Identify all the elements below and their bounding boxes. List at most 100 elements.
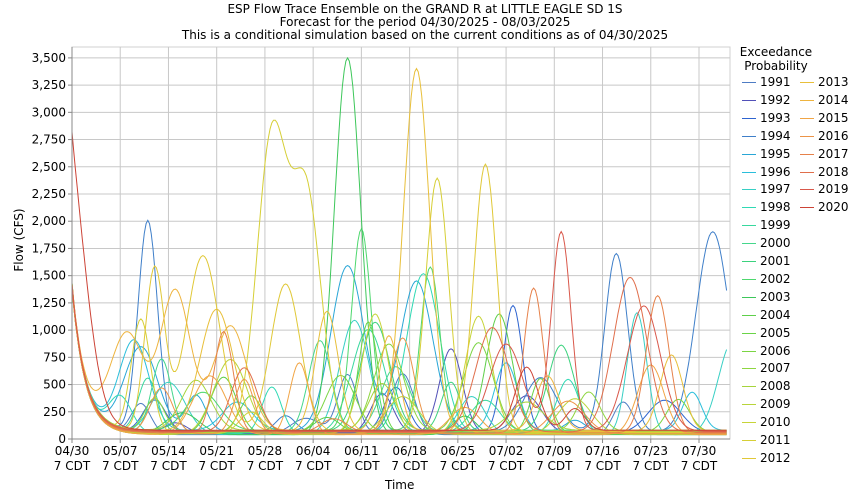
chart-subtitle: Forecast for the period 04/30/2025 - 08/… xyxy=(279,15,571,29)
legend-item: 2009 xyxy=(742,397,791,411)
legend-item: 1998 xyxy=(742,200,791,214)
legend-swatch xyxy=(742,350,756,352)
x-tick-label-time: 7 CDT xyxy=(440,459,477,473)
legend-label: 2012 xyxy=(760,450,791,465)
legend-swatch xyxy=(742,314,756,316)
legend-label: 1999 xyxy=(760,218,791,233)
x-tick-label-date: 05/28 xyxy=(248,444,283,458)
x-tick-label-time: 7 CDT xyxy=(54,459,91,473)
x-tick-label-date: 04/30 xyxy=(55,444,90,458)
y-tick-label: 250 xyxy=(43,405,66,419)
legend-swatch xyxy=(742,117,756,119)
x-tick-label-time: 7 CDT xyxy=(295,459,332,473)
legend-item: 1997 xyxy=(742,182,791,196)
legend-label: 2017 xyxy=(818,146,849,161)
legend-item: 2001 xyxy=(742,254,791,268)
y-tick-label: 500 xyxy=(43,378,66,392)
legend-swatch xyxy=(800,189,814,191)
legend-item: 2014 xyxy=(800,93,849,107)
y-tick-label: 750 xyxy=(43,350,66,364)
y-tick-label: 3,000 xyxy=(32,105,66,119)
legend-label: 2001 xyxy=(760,254,791,268)
series-line-2018 xyxy=(71,276,727,433)
x-tick-label-time: 7 CDT xyxy=(584,459,621,473)
y-tick-label: 3,500 xyxy=(32,51,66,65)
legend-label: 2010 xyxy=(760,415,791,430)
legend-item: 2011 xyxy=(742,433,791,447)
legend-item: 1994 xyxy=(742,129,791,143)
legend-label: 2013 xyxy=(818,75,849,89)
y-axis-title: Flow (CFS) xyxy=(12,208,26,272)
y-tick-label: 2,500 xyxy=(32,160,66,174)
x-tick-label-date: 07/30 xyxy=(682,444,717,458)
legend-swatch xyxy=(800,117,814,119)
legend-swatch xyxy=(742,386,756,388)
legend-swatch xyxy=(800,135,814,137)
y-tick-label: 1,250 xyxy=(32,296,66,310)
legend-item: 2008 xyxy=(742,379,791,393)
legend-swatch xyxy=(800,153,814,155)
x-tick-label-date: 06/04 xyxy=(296,444,331,458)
legend-item: 2005 xyxy=(742,326,791,340)
legend-item: 2013 xyxy=(800,75,849,89)
legend-title-line1: Exceedance xyxy=(739,45,813,59)
legend-swatch xyxy=(800,207,814,209)
y-tick-label: 1,750 xyxy=(32,241,66,255)
legend-label: 2014 xyxy=(818,92,849,107)
series-line-2019 xyxy=(71,230,727,432)
legend-label: 2011 xyxy=(760,433,791,447)
chart-subtitle-2: This is a conditional simulation based o… xyxy=(181,28,669,42)
legend-label: 2003 xyxy=(760,289,791,304)
legend-label: 1994 xyxy=(760,128,791,143)
x-tick-label-date: 07/16 xyxy=(585,444,620,458)
legend-item: 1995 xyxy=(742,147,791,161)
legend-item: 2015 xyxy=(800,111,849,125)
x-tick-label-time: 7 CDT xyxy=(681,459,718,473)
legend-item: 2012 xyxy=(742,451,791,465)
x-tick-label-date: 05/21 xyxy=(199,444,234,458)
legend-label: 2006 xyxy=(760,343,791,358)
legend-item: 1999 xyxy=(742,218,791,232)
legend-label: 2015 xyxy=(818,110,849,125)
legend-swatch xyxy=(742,404,756,406)
legend-item: 2007 xyxy=(742,361,791,375)
legend-item: 1993 xyxy=(742,111,791,125)
y-tick-label: 2,000 xyxy=(32,214,66,228)
legend-label: 2016 xyxy=(818,128,849,143)
x-tick-label-date: 06/18 xyxy=(392,444,427,458)
legend-label: 2007 xyxy=(760,361,791,376)
legend-item: 2020 xyxy=(800,200,849,214)
legend-label: 2008 xyxy=(760,379,791,394)
legend-label: 1992 xyxy=(760,92,791,107)
legend-swatch xyxy=(742,261,756,262)
legend-item: 2016 xyxy=(800,129,849,143)
y-tick-label: 1,000 xyxy=(32,323,66,337)
series-line-2017 xyxy=(71,285,727,434)
legend-title-line2: Probability xyxy=(744,59,808,73)
legend-swatch xyxy=(742,153,756,155)
legend-swatch xyxy=(800,171,814,173)
legend-swatch xyxy=(742,82,756,83)
x-tick-label-date: 05/07 xyxy=(103,444,138,458)
legend-item: 2017 xyxy=(800,147,849,161)
legend-swatch xyxy=(742,243,756,245)
legend-swatch xyxy=(742,422,756,424)
legend-item: 1996 xyxy=(742,165,791,179)
legend-swatch xyxy=(742,135,756,137)
legend-swatch xyxy=(742,332,756,334)
legend-item: 2000 xyxy=(742,236,791,250)
x-tick-label-time: 7 CDT xyxy=(343,459,380,473)
legend-item: 2018 xyxy=(800,165,849,179)
legend-label: 2018 xyxy=(818,164,849,179)
x-tick-label-time: 7 CDT xyxy=(391,459,428,473)
x-tick-label-time: 7 CDT xyxy=(198,459,235,473)
x-tick-label-time: 7 CDT xyxy=(150,459,187,473)
legend-item: 2006 xyxy=(742,344,791,358)
legend-label: 2002 xyxy=(760,271,791,286)
axis-layer: 0 250 500 750 1,000 1,250 1,500 1,750 2,000 2,250… xyxy=(32,47,730,473)
legend-swatch xyxy=(800,99,814,101)
x-tick-label-date: 07/23 xyxy=(633,444,668,458)
y-tick-label: 2,750 xyxy=(32,133,66,147)
legend-item: 1991 xyxy=(742,75,791,89)
